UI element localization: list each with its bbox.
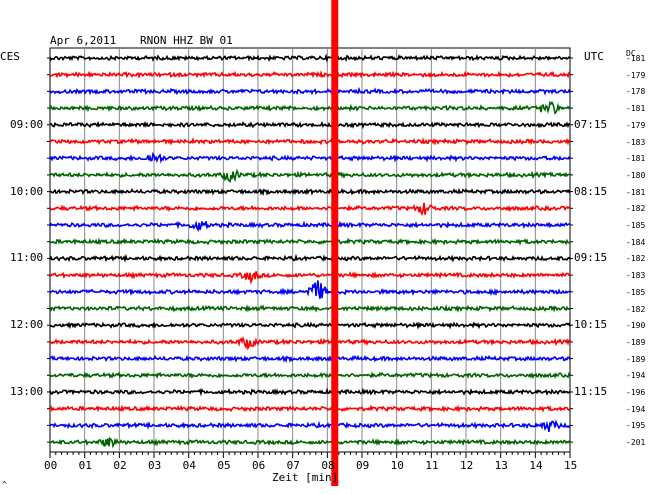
dc-offset-label: -190 bbox=[626, 321, 646, 331]
x-tick-label: 11 bbox=[425, 459, 439, 472]
highlight-marker bbox=[331, 0, 339, 486]
x-tick-label: 01 bbox=[78, 459, 92, 472]
trace-line bbox=[49, 436, 570, 449]
trace-line bbox=[49, 371, 571, 380]
dc-offset-label: -183 bbox=[626, 271, 646, 281]
left-timezone-label: CES bbox=[0, 50, 20, 63]
right-timezone-label: UTC bbox=[584, 50, 604, 63]
trace-line bbox=[49, 321, 571, 330]
x-tick-label: 02 bbox=[113, 459, 127, 472]
trace-line bbox=[49, 151, 571, 164]
trace-line bbox=[49, 419, 571, 432]
trace-line bbox=[49, 271, 571, 285]
right-time-label: 08:15 bbox=[574, 184, 608, 198]
x-tick-label: 07 bbox=[286, 459, 300, 472]
trace-line bbox=[49, 100, 571, 115]
dc-offset-label: -179 bbox=[626, 120, 646, 130]
dc-offset-label: -182 bbox=[626, 254, 646, 264]
trace-line bbox=[49, 237, 571, 246]
x-tick-label: 10 bbox=[390, 459, 404, 472]
trace-line bbox=[49, 280, 571, 299]
dc-offset-label: -181 bbox=[626, 154, 646, 164]
trace-line bbox=[49, 220, 571, 233]
x-axis-label: Zeit [min] bbox=[272, 471, 339, 484]
left-hour-label: 09:00 bbox=[10, 117, 44, 131]
date-label: Apr 6,2011 bbox=[50, 34, 117, 47]
dc-offset-label: -181 bbox=[626, 54, 646, 63]
x-tick-label: 09 bbox=[356, 459, 370, 472]
trace-line bbox=[49, 202, 570, 217]
dc-offset-label: -178 bbox=[626, 87, 646, 97]
trace-line bbox=[49, 86, 571, 96]
x-tick-label: 06 bbox=[252, 459, 266, 472]
station-label: RNON HHZ BW 01 bbox=[140, 34, 233, 47]
left-hour-label: 11:00 bbox=[10, 251, 44, 265]
x-tick-label: 12 bbox=[460, 459, 474, 472]
dc-offset-label: -182 bbox=[626, 304, 646, 314]
right-time-label: 11:15 bbox=[574, 385, 608, 398]
dc-offset-label: -181 bbox=[626, 104, 646, 114]
x-tick-label: 15 bbox=[564, 459, 578, 472]
left-hour-label: 10:00 bbox=[10, 184, 44, 198]
trace-line bbox=[49, 53, 571, 63]
x-tick-label: 04 bbox=[182, 459, 196, 472]
dc-offset-label: -201 bbox=[626, 438, 646, 448]
right-time-label: 10:15 bbox=[574, 318, 608, 332]
trace-line bbox=[49, 70, 571, 79]
dc-offset-label: -196 bbox=[626, 388, 646, 397]
right-time-label: 09:15 bbox=[574, 251, 608, 265]
x-tick-label: 13 bbox=[494, 459, 508, 472]
trace-line bbox=[49, 168, 570, 183]
x-tick-label: 14 bbox=[529, 459, 543, 472]
trace-line bbox=[49, 120, 571, 130]
trace-line bbox=[49, 187, 571, 197]
dc-offset-label: -182 bbox=[626, 204, 646, 214]
dc-offset-label: -181 bbox=[626, 187, 646, 197]
corner-mark: ^ bbox=[2, 480, 7, 489]
dc-offset-label: -189 bbox=[626, 337, 646, 347]
x-tick-label: 00 bbox=[44, 459, 58, 472]
dc-offset-label: -194 bbox=[626, 371, 646, 381]
x-tick-label: 03 bbox=[148, 459, 162, 472]
trace-line bbox=[49, 354, 571, 364]
dc-offset-label: -185 bbox=[626, 221, 646, 230]
dc-offset-label: -180 bbox=[626, 170, 646, 180]
dc-offset-label: -179 bbox=[626, 70, 646, 80]
dc-offset-label: -195 bbox=[626, 421, 646, 431]
trace-line bbox=[49, 387, 571, 397]
dc-offset-label: -189 bbox=[626, 354, 646, 364]
x-tick-label: 08 bbox=[321, 459, 335, 472]
dc-offset-label: -194 bbox=[626, 404, 646, 414]
left-hour-label: 12:00 bbox=[10, 318, 44, 332]
dc-offset-label: -184 bbox=[626, 237, 646, 247]
trace-line bbox=[49, 304, 571, 313]
trace-line bbox=[49, 404, 571, 413]
dc-offset-header: DC bbox=[626, 49, 636, 58]
x-tick-label: 05 bbox=[217, 459, 231, 472]
trace-line bbox=[49, 335, 571, 351]
dc-offset-label: -183 bbox=[626, 137, 646, 147]
trace-line bbox=[49, 137, 571, 146]
trace-line bbox=[49, 253, 571, 263]
right-time-label: 07:15 bbox=[574, 117, 608, 131]
left-hour-label: 13:00 bbox=[10, 385, 44, 398]
dc-offset-label: -185 bbox=[626, 287, 646, 297]
